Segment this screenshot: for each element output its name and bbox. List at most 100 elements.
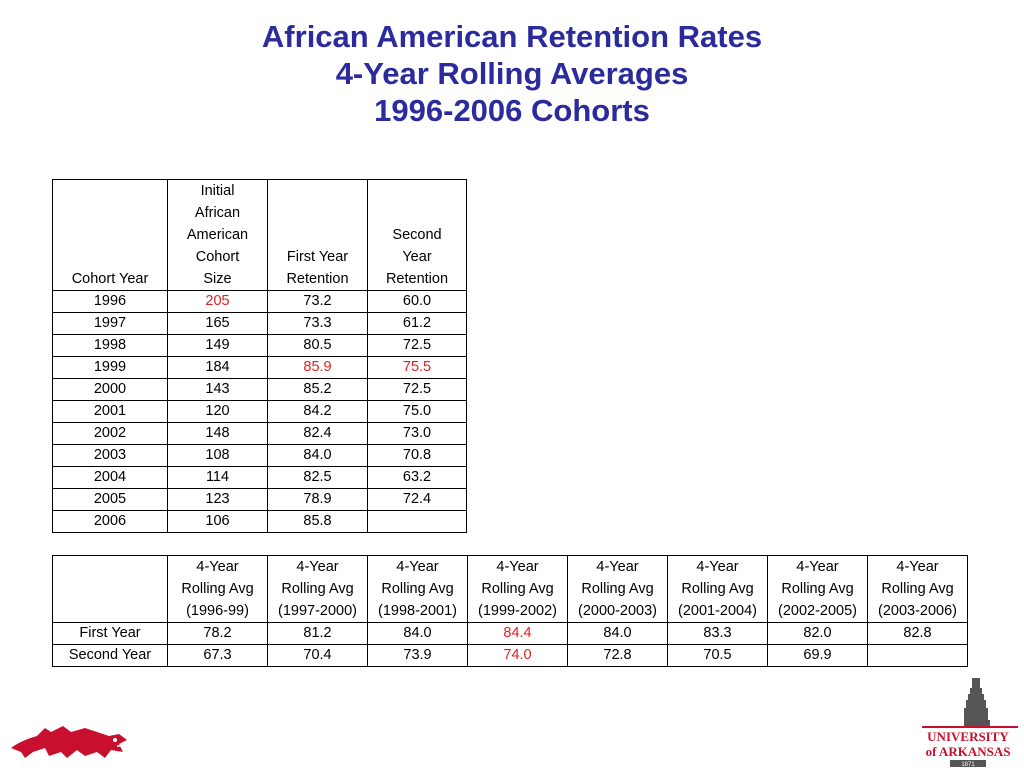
cell-second-year: 72.5 — [367, 334, 467, 357]
header-line: Cohort — [195, 249, 240, 265]
cell-value: 70.4 — [267, 644, 368, 667]
header-rolling-avg: 4-Year Rolling Avg (1999-2002) — [467, 555, 568, 623]
cell-value: 82.0 — [767, 622, 868, 645]
cell-size: 148 — [167, 422, 268, 445]
table-row: 1996 205 73.2 60.0 — [52, 290, 467, 313]
cell-value: 67.3 — [167, 644, 268, 667]
header-second-year-retention: Second Year Retention — [367, 179, 467, 291]
cell-first-year: 85.2 — [267, 378, 368, 401]
header-line: Rolling Avg — [281, 581, 354, 597]
header-line: (2000-2003) — [578, 603, 657, 619]
header-line: (1997-2000) — [278, 603, 357, 619]
cell-value: 84.0 — [367, 622, 468, 645]
cell-value: 70.5 — [667, 644, 768, 667]
header-line: African — [194, 205, 241, 221]
header-line: American — [186, 227, 249, 243]
title-line-3: 1996-2006 Cohorts — [374, 93, 650, 128]
header-line: 4-Year — [496, 559, 539, 575]
cell-year: 2001 — [52, 400, 168, 423]
header-line: Cohort Year — [71, 271, 149, 287]
header-line: 4-Year — [196, 559, 239, 575]
table-header-row: Cohort Year Initial African American Coh… — [52, 179, 467, 291]
table-row: 1998 149 80.5 72.5 — [52, 334, 467, 357]
cell-size: 149 — [167, 334, 268, 357]
header-line: 4-Year — [696, 559, 739, 575]
cell-value: 74.0 — [467, 644, 568, 667]
cell-size: 143 — [167, 378, 268, 401]
cell-year: 1998 — [52, 334, 168, 357]
cell-year: 2003 — [52, 444, 168, 467]
cell-second-year: 72.5 — [367, 378, 467, 401]
table-row: 2006 106 85.8 — [52, 510, 467, 533]
header-rolling-avg: 4-Year Rolling Avg (1998-2001) — [367, 555, 468, 623]
cell-year: 2002 — [52, 422, 168, 445]
cohort-retention-table: Cohort Year Initial African American Coh… — [52, 179, 467, 533]
table-row: 1999 184 85.9 75.5 — [52, 356, 467, 379]
cell-first-year: 82.5 — [267, 466, 368, 489]
cell-size: 106 — [167, 510, 268, 533]
header-line: Rolling Avg — [581, 581, 654, 597]
cell-second-year — [367, 510, 467, 533]
header-line: (2001-2004) — [678, 603, 757, 619]
header-cohort-size: Initial African American Cohort Size — [167, 179, 268, 291]
header-empty — [52, 555, 168, 623]
cell-first-year: 73.3 — [267, 312, 368, 335]
header-line: Rolling Avg — [881, 581, 954, 597]
header-line: Size — [203, 271, 232, 287]
header-line: Year — [402, 249, 432, 265]
cell-first-year: 84.2 — [267, 400, 368, 423]
cell-value: 82.8 — [867, 622, 968, 645]
header-line: 4-Year — [896, 559, 939, 575]
table-row: 2005 123 78.9 72.4 — [52, 488, 467, 511]
cell-value: 69.9 — [767, 644, 868, 667]
cell-size: 114 — [167, 466, 268, 489]
cell-value: 73.9 — [367, 644, 468, 667]
title-line-2: 4-Year Rolling Averages — [335, 56, 689, 91]
cell-size: 123 — [167, 488, 268, 511]
cell-first-year: 82.4 — [267, 422, 368, 445]
header-line: (1996-99) — [186, 603, 249, 619]
cell-year: 2005 — [52, 488, 168, 511]
cell-year: 2000 — [52, 378, 168, 401]
cell-first-year: 80.5 — [267, 334, 368, 357]
cell-first-year: 85.9 — [267, 356, 368, 379]
table-row-second-year: Second Year 67.3 70.4 73.9 74.0 72.8 70.… — [52, 644, 968, 667]
header-first-year-retention: First Year Retention — [267, 179, 368, 291]
header-rolling-avg: 4-Year Rolling Avg (2003-2006) — [867, 555, 968, 623]
cell-second-year: 75.5 — [367, 356, 467, 379]
header-line: Retention — [385, 271, 449, 287]
logo-text-arkansas: of ARKANSAS — [926, 744, 1011, 759]
header-rolling-avg: 4-Year Rolling Avg (2002-2005) — [767, 555, 868, 623]
logo-text-university: UNIVERSITY — [927, 729, 1009, 744]
logo-text-year: 1871 — [961, 762, 975, 768]
header-rolling-avg: 4-Year Rolling Avg (1997-2000) — [267, 555, 368, 623]
cell-value: 84.4 — [467, 622, 568, 645]
header-line: First Year — [286, 249, 349, 265]
cell-second-year: 61.2 — [367, 312, 467, 335]
cell-first-year: 73.2 — [267, 290, 368, 313]
header-line: Rolling Avg — [381, 581, 454, 597]
cell-second-year: 72.4 — [367, 488, 467, 511]
cell-value: 83.3 — [667, 622, 768, 645]
cell-first-year: 85.8 — [267, 510, 368, 533]
header-rolling-avg: 4-Year Rolling Avg (1996-99) — [167, 555, 268, 623]
header-line: (1999-2002) — [478, 603, 557, 619]
cell-year: 2004 — [52, 466, 168, 489]
title-line-1: African American Retention Rates — [261, 19, 763, 54]
table-row: 2000 143 85.2 72.5 — [52, 378, 467, 401]
cell-value: 84.0 — [567, 622, 668, 645]
header-line: Rolling Avg — [181, 581, 254, 597]
cell-year: 2006 — [52, 510, 168, 533]
cell-second-year: 75.0 — [367, 400, 467, 423]
cell-first-year: 84.0 — [267, 444, 368, 467]
header-line: Rolling Avg — [681, 581, 754, 597]
header-rolling-avg: 4-Year Rolling Avg (2001-2004) — [667, 555, 768, 623]
row-label: Second Year — [52, 644, 168, 667]
cell-value: 81.2 — [267, 622, 368, 645]
slide-title: African American Retention Rates 4-Year … — [0, 18, 1024, 129]
table-header-row: 4-Year Rolling Avg (1996-99) 4-Year Roll… — [52, 555, 968, 623]
cell-size: 184 — [167, 356, 268, 379]
cell-year: 1999 — [52, 356, 168, 379]
header-line: 4-Year — [596, 559, 639, 575]
cell-value — [867, 644, 968, 667]
